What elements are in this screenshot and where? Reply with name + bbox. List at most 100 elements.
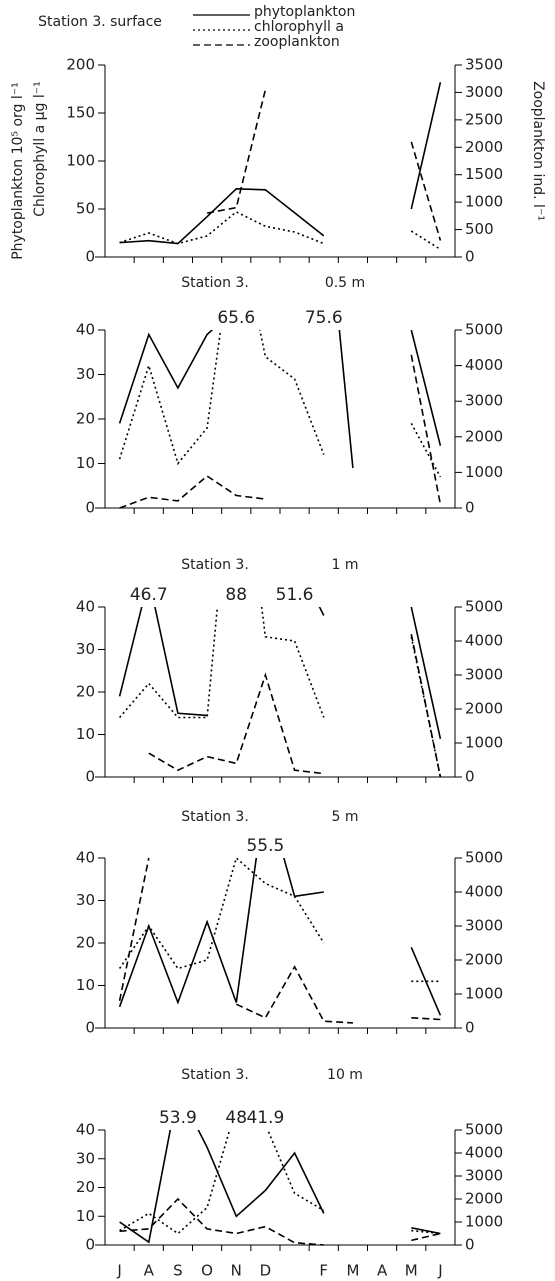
y2-tick-label: 3000 — [465, 392, 503, 410]
y-tick-label: 40 — [76, 1121, 95, 1139]
y2-tick-label: 1000 — [465, 734, 503, 752]
y2-tick-label: 2000 — [465, 700, 503, 718]
panel-title: Station 3. — [181, 1067, 249, 1083]
y2-tick-label: 0 — [465, 768, 475, 786]
panel-depth: 5 m — [332, 809, 359, 825]
series-line — [118, 858, 441, 1024]
y2-tick-label: 2000 — [465, 138, 503, 156]
y-tick-label: 30 — [76, 1149, 95, 1167]
y2-tick-label: 5000 — [465, 321, 503, 339]
y-tick-label: 20 — [76, 1178, 95, 1196]
value-label: 48 — [225, 1108, 247, 1128]
y-tick-label: 30 — [76, 365, 95, 383]
value-label: 46.7 — [130, 585, 168, 605]
value-label: 88 — [225, 585, 247, 605]
series-line — [206, 89, 442, 241]
y2-tick-label: 4000 — [465, 883, 503, 901]
y2-tick-label: 4000 — [465, 356, 503, 374]
y2-tick-label: 500 — [465, 220, 494, 238]
y-tick-label: 20 — [76, 410, 95, 428]
y2-tick-label: 5000 — [465, 598, 503, 616]
y-tick-label: 0 — [85, 768, 95, 786]
y-tick-label: 10 — [76, 976, 95, 994]
value-label: 75.6 — [305, 308, 343, 328]
value-label: 41.9 — [246, 1108, 284, 1128]
x-tick-label: A — [144, 1262, 155, 1280]
value-label: 65.6 — [217, 308, 255, 328]
x-tick-label: O — [201, 1262, 213, 1280]
y2-tick-label: 1500 — [465, 165, 503, 183]
y2-tick-label: 4000 — [465, 632, 503, 650]
legend-label: zooplankton — [254, 34, 340, 50]
y-tick-label: 10 — [76, 454, 95, 472]
panel-title: Station 3. — [181, 809, 249, 825]
series-line — [118, 607, 442, 739]
y-tick-label: 40 — [76, 321, 95, 339]
y2-tick-label: 4000 — [465, 1144, 503, 1162]
legend-label: chlorophyll a — [254, 19, 344, 35]
y2-tick-label: 1000 — [465, 985, 503, 1003]
y-tick-label: 0 — [85, 1236, 95, 1254]
y2-tick-label: 2500 — [465, 110, 503, 128]
x-tick-label: M — [405, 1262, 418, 1280]
y2-tick-label: 5000 — [465, 1121, 503, 1139]
series-line — [119, 1197, 441, 1246]
y-tick-label: 20 — [76, 683, 95, 701]
y-tick-label: 50 — [76, 200, 95, 218]
x-tick-label: J — [437, 1262, 442, 1280]
series-line — [119, 1130, 441, 1235]
y2-tick-label: 0 — [465, 1019, 475, 1037]
y-tick-label: 0 — [85, 248, 95, 266]
series-line — [119, 354, 442, 509]
y2-tick-label: 3000 — [465, 1167, 503, 1185]
y2-tick-label: 3000 — [465, 666, 503, 684]
y-tick-label: 10 — [76, 1207, 95, 1225]
y-tick-label: 20 — [76, 934, 95, 952]
x-tick-label: S — [173, 1262, 183, 1280]
y-tick-label: 200 — [66, 56, 95, 74]
y2-tick-label: 0 — [465, 248, 475, 266]
x-tick-label: N — [231, 1262, 242, 1280]
y2-tick-label: 2000 — [465, 1190, 503, 1208]
y-tick-label: 30 — [76, 891, 95, 909]
x-tick-label: F — [319, 1262, 328, 1280]
value-label: 53.9 — [159, 1108, 197, 1128]
y-tick-label: 100 — [66, 152, 95, 170]
panel-title: Station 3. surface — [38, 14, 162, 30]
y-tick-label: 150 — [66, 104, 95, 122]
y2-tick-label: 3000 — [465, 917, 503, 935]
panel-depth: 0.5 m — [325, 275, 365, 291]
series-line — [119, 210, 441, 250]
y-tick-label: 40 — [76, 598, 95, 616]
y2-tick-label: 1000 — [465, 1213, 503, 1231]
y2-tick-label: 0 — [465, 1236, 475, 1254]
series-line — [119, 1130, 441, 1244]
series-line — [118, 330, 442, 468]
series-line — [119, 82, 442, 245]
y2-tick-label: 2000 — [465, 427, 503, 445]
y2-tick-label: 1000 — [465, 463, 503, 481]
panel-depth: 10 m — [327, 1067, 363, 1083]
x-tick-label: M — [346, 1262, 359, 1280]
series-line — [118, 330, 442, 478]
y-label: Phytoplankton 10⁵ org l⁻¹ — [10, 82, 26, 260]
panel-title: Station 3. — [181, 557, 249, 573]
panel-title: Station 3. — [181, 275, 249, 291]
value-label: 51.6 — [276, 585, 314, 605]
legend-label: phytoplankton — [254, 4, 355, 20]
y-tick-label: 10 — [76, 725, 95, 743]
y2-tick-label: 3500 — [465, 56, 503, 74]
series-line — [148, 634, 442, 778]
y-tick-label: 30 — [76, 640, 95, 658]
value-label: 55.5 — [246, 836, 284, 856]
series-line — [118, 858, 442, 1016]
y-tick-label: 40 — [76, 849, 95, 867]
y2-tick-label: 1000 — [465, 193, 503, 211]
x-tick-label: A — [377, 1262, 388, 1280]
panel-depth: 1 m — [332, 557, 359, 573]
y2-label: Zooplankton ind. l⁻¹ — [530, 81, 546, 221]
y2-tick-label: 0 — [465, 499, 475, 517]
y-tick-label: 0 — [85, 499, 95, 517]
series-line — [118, 858, 441, 983]
